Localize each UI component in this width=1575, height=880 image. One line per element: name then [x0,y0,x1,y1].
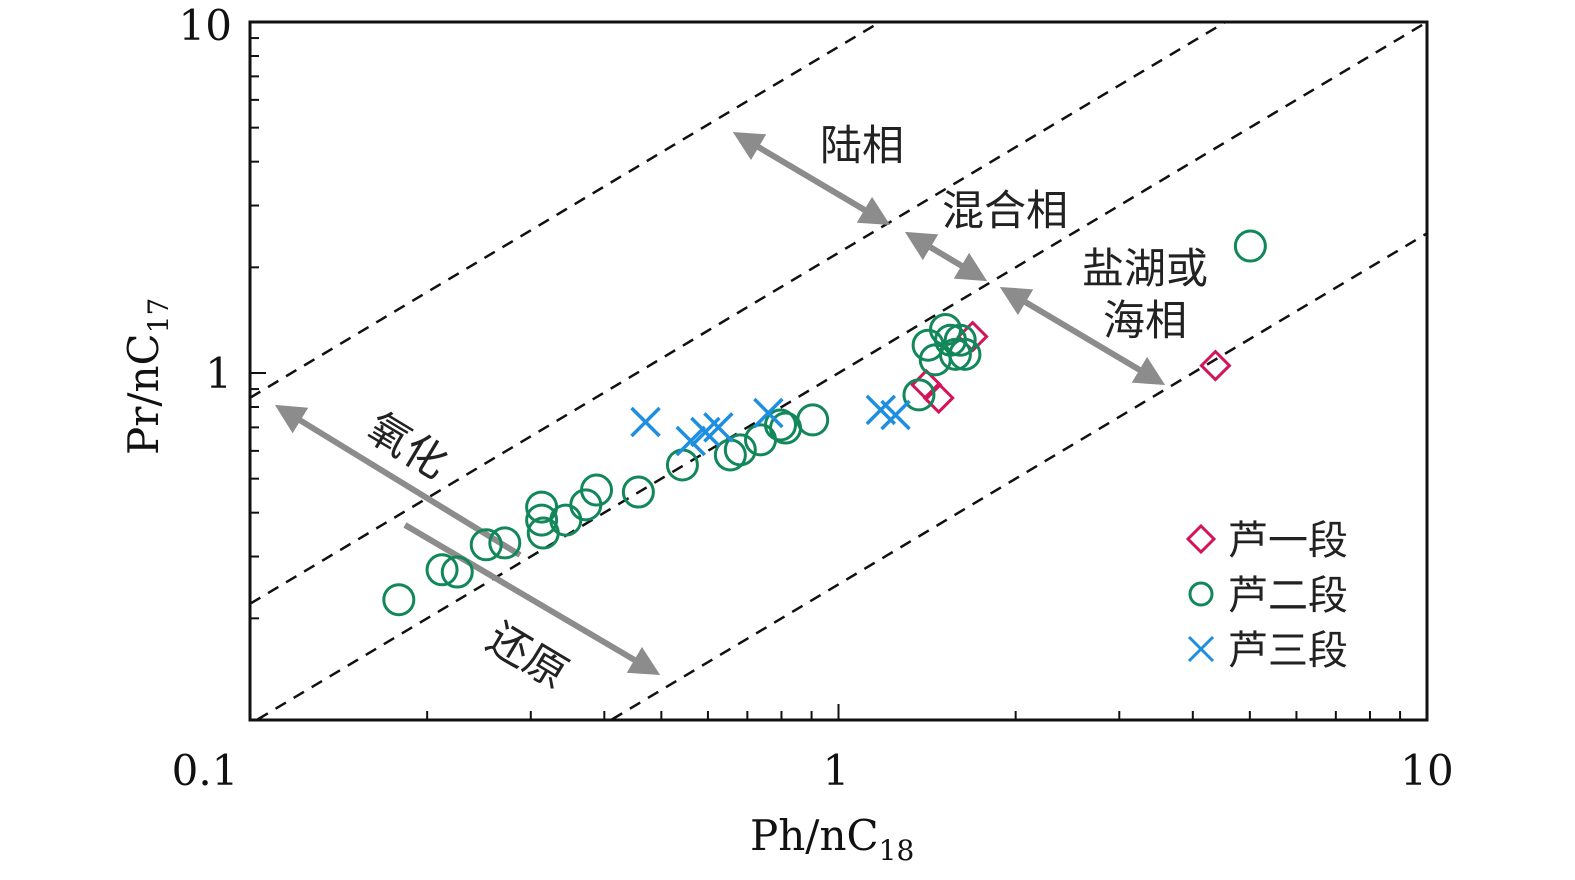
point-diamond [922,381,955,415]
reference-line [256,20,1428,721]
point-circle [382,583,416,617]
arrows [274,131,1166,676]
point-circle [621,475,655,509]
legend-label: 芦一段 [1228,518,1348,564]
point-circle [948,337,982,371]
legend-item-lu3: 芦三段 [1187,628,1348,674]
saline-arrow [999,286,1166,386]
point-circle [440,555,474,589]
legend-cross-marker [1187,635,1215,663]
point-circle [665,448,699,482]
terrestrial-arrow [732,131,891,226]
point-cross [703,412,734,443]
label-mixed: 混合相 [942,186,1068,235]
y-tick-label: 10 [179,1,232,50]
point-circle [469,528,503,562]
point-diamond [1199,349,1232,382]
legend-item-lu1: 芦一段 [1185,518,1348,564]
mixed-arrow [904,231,988,282]
reference-lines [249,20,1428,721]
point-circle [764,408,798,442]
x-tick-label: 10 [1400,746,1453,795]
point-circle [425,553,459,587]
legend-diamond-marker [1185,523,1217,555]
label-saline-1: 盐湖或 [1082,244,1208,293]
legend-circle-marker [1188,581,1214,607]
point-circle [488,526,522,560]
legend: 芦一段 芦二段 芦三段 [1185,518,1348,674]
reference-line [249,20,1227,605]
point-cross [675,425,707,457]
legend-item-lu2: 芦二段 [1188,573,1348,619]
point-circle [796,403,830,437]
point-cross [880,399,911,431]
point-cross [630,406,661,438]
x-tick-label: 1 [823,746,850,795]
point-circle [723,433,757,467]
axis-ticks [249,37,1402,720]
label-oxidizing: 氧化 [359,403,456,488]
y-axis-label: Pr/nC17 [119,298,175,455]
y-tick-label: 1 [205,349,232,398]
reducing-arrow [403,522,661,676]
legend-label: 芦二段 [1228,573,1348,619]
label-saline-2: 海相 [1103,296,1187,345]
legend-label: 芦三段 [1228,628,1348,674]
reference-line [249,20,881,399]
point-circle [525,503,559,537]
data-points [382,229,1267,617]
reference-line [611,232,1428,721]
label-terrestrial: 陆相 [820,121,904,170]
point-circle [580,473,614,507]
point-circle [902,378,936,412]
point-circle [1233,229,1267,263]
x-axis-label: Ph/nC18 [750,811,914,867]
point-circle [938,337,972,371]
point-cross [753,397,784,429]
label-reducing: 还原 [479,613,576,698]
x-tick-label: 0.1 [172,746,239,795]
point-circle [943,323,977,357]
